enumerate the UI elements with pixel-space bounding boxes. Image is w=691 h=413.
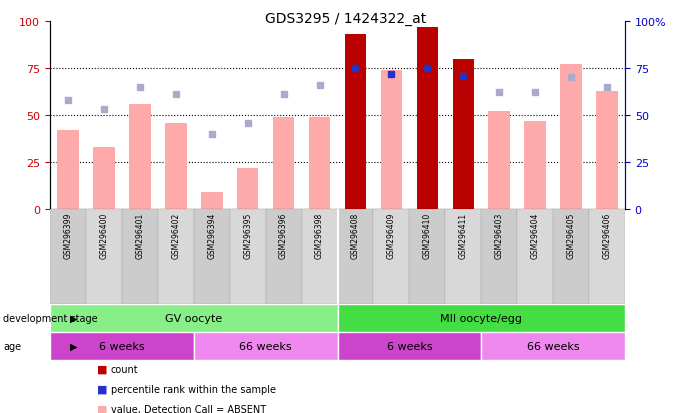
Text: GSM296409: GSM296409 [387,212,396,259]
Bar [337,209,373,304]
Text: GSM296394: GSM296394 [207,212,216,259]
Bar [524,121,546,209]
Bar [201,192,223,209]
Text: ■: ■ [97,404,107,413]
Bar [596,91,618,209]
Text: percentile rank within the sample: percentile rank within the sample [111,384,276,394]
Bar [481,332,625,360]
Text: development stage: development stage [3,313,98,323]
Text: GV oocyte: GV oocyte [165,313,223,323]
Text: GSM296402: GSM296402 [171,212,180,259]
Bar [517,209,553,304]
Text: ■: ■ [97,384,107,394]
Bar [193,332,337,360]
Text: GSM296406: GSM296406 [603,212,612,259]
Bar [560,65,582,209]
Bar [165,123,187,209]
Bar [489,112,510,209]
Bar [337,304,625,332]
Bar [129,104,151,209]
Text: GSM296405: GSM296405 [567,212,576,259]
Bar [57,131,79,209]
Text: age: age [3,341,21,351]
Text: GSM296410: GSM296410 [423,212,432,259]
Bar [93,147,115,209]
Bar [158,209,193,304]
Bar [50,304,337,332]
Bar [237,168,258,209]
Text: GSM296400: GSM296400 [100,212,108,259]
Text: 6 weeks: 6 weeks [386,341,432,351]
Bar [381,71,402,209]
Text: 66 weeks: 66 weeks [527,341,580,351]
Bar [50,209,86,304]
Bar [553,209,589,304]
Text: 6 weeks: 6 weeks [99,341,144,351]
Text: GDS3295 / 1424322_at: GDS3295 / 1424322_at [265,12,426,26]
Bar [417,28,438,209]
Bar [337,332,481,360]
Bar [273,118,294,209]
Bar [86,209,122,304]
Text: GSM296396: GSM296396 [279,212,288,259]
Text: GSM296399: GSM296399 [64,212,73,259]
Text: value, Detection Call = ABSENT: value, Detection Call = ABSENT [111,404,265,413]
Bar [453,59,474,209]
Text: ■: ■ [97,364,107,374]
Bar [481,209,517,304]
Bar [409,209,445,304]
Bar [193,209,229,304]
Text: GSM296404: GSM296404 [531,212,540,259]
Bar [122,209,158,304]
Text: GSM296411: GSM296411 [459,212,468,259]
Text: 66 weeks: 66 weeks [239,341,292,351]
Text: ▶: ▶ [70,341,77,351]
Bar [229,209,265,304]
Text: GSM296403: GSM296403 [495,212,504,259]
Text: GSM296395: GSM296395 [243,212,252,259]
Bar [589,209,625,304]
Text: GSM296408: GSM296408 [351,212,360,259]
Text: GSM296398: GSM296398 [315,212,324,259]
Bar [345,35,366,209]
Text: GSM296401: GSM296401 [135,212,144,259]
Text: ▶: ▶ [70,313,77,323]
Bar [301,209,337,304]
Text: count: count [111,364,138,374]
Bar [50,332,193,360]
Bar [373,209,409,304]
Text: MII oocyte/egg: MII oocyte/egg [440,313,522,323]
Bar [309,118,330,209]
Bar [265,209,301,304]
Bar [445,209,481,304]
